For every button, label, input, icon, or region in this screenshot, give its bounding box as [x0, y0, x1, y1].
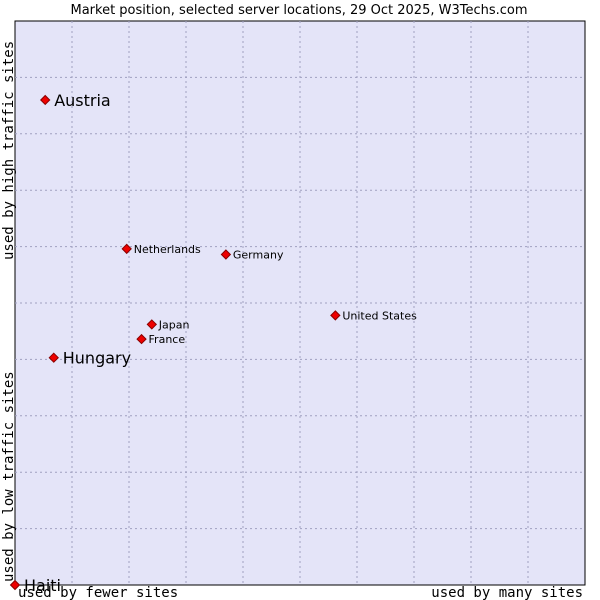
point-marker-japan [146, 319, 158, 330]
point-label-austria: Austria [54, 91, 111, 110]
point-marker-united-states [330, 310, 341, 321]
point-label-haiti: Haiti [24, 576, 61, 595]
y-axis-label-bottom: used by low traffic sites [1, 371, 17, 582]
point-marker-france [136, 333, 147, 345]
grid [15, 21, 585, 585]
point-marker-haiti [9, 579, 21, 591]
point-marker-netherlands [121, 243, 132, 255]
point-label-netherlands: Netherlands [134, 243, 201, 256]
point-label-united-states: United States [342, 309, 417, 322]
point-marker-austria [40, 94, 51, 106]
y-axis-label-top: used by high traffic sites [1, 41, 17, 260]
data-points: Austria Netherlands Germany United States Ja… [9, 91, 417, 595]
point-marker-hungary [48, 352, 59, 363]
point-label-hungary: Hungary [63, 349, 131, 368]
point-label-japan: Japan [158, 318, 190, 331]
x-axis-label-left: used by fewer sites [18, 585, 178, 600]
x-axis-label-right: used by many sites [431, 585, 583, 600]
chart-title: Market position, selected server locatio… [70, 3, 527, 18]
point-label-germany: Germany [233, 248, 284, 261]
point-label-france: France [149, 333, 186, 346]
point-marker-germany [220, 249, 232, 260]
